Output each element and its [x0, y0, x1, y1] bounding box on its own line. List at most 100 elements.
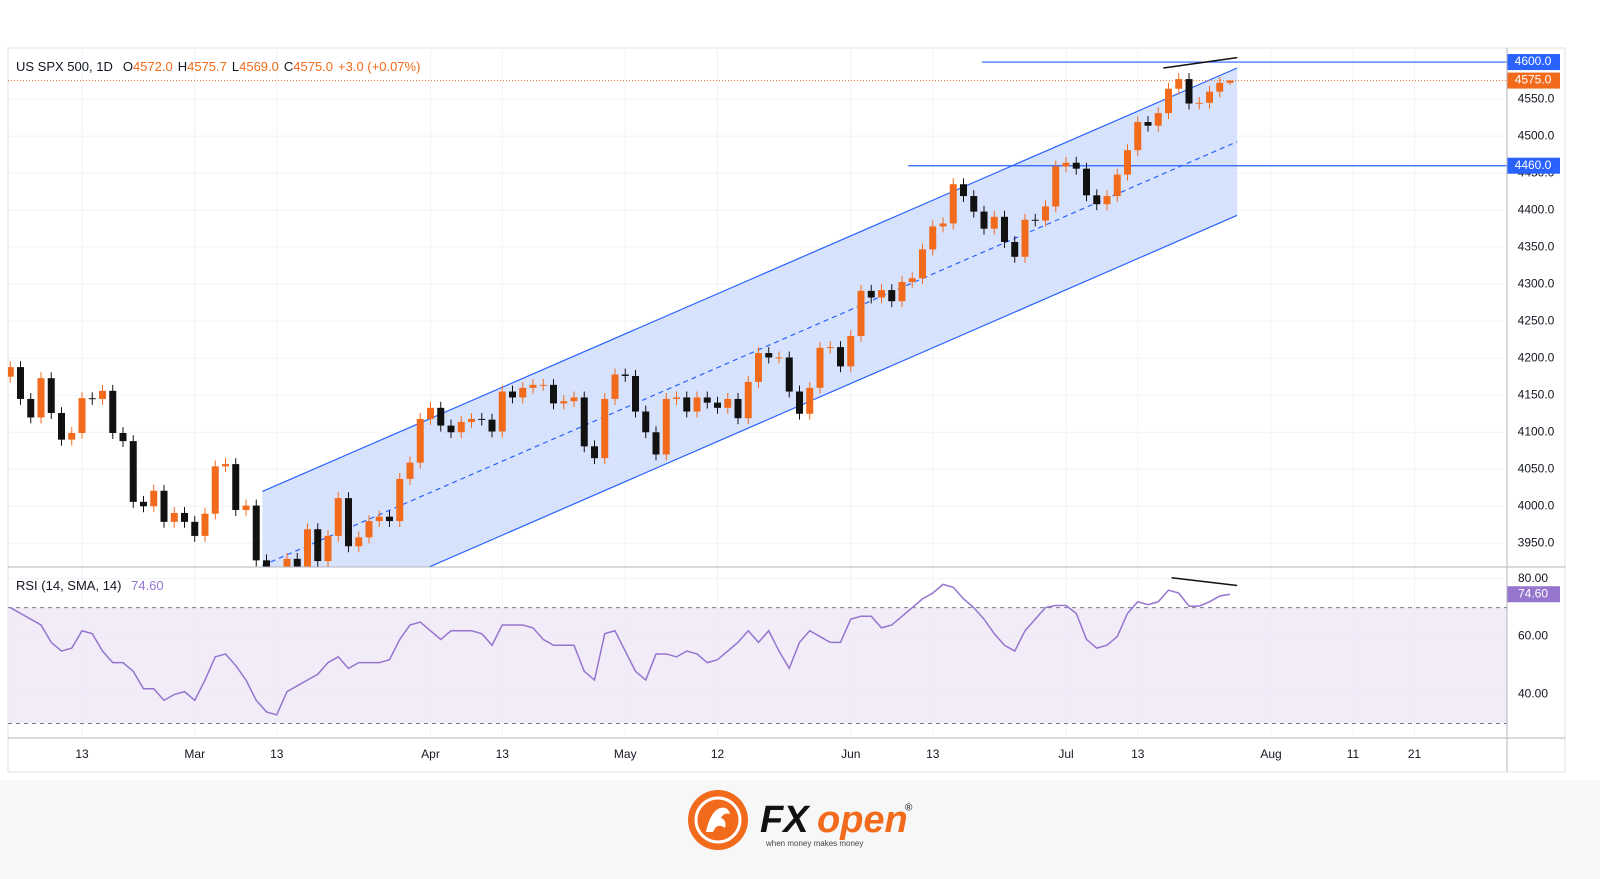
candle-body: [796, 391, 803, 414]
candle-body: [37, 378, 45, 418]
candle-body: [1021, 219, 1029, 257]
x-tick-label: Aug: [1260, 747, 1281, 761]
y-tick-label: 4000.0: [1518, 498, 1555, 512]
legend-value: 4575.7: [187, 59, 227, 74]
hline-tag-label: 4460.0: [1515, 158, 1552, 172]
rsi-line: [9, 583, 1231, 716]
candle-body: [304, 529, 311, 567]
rsi-tick-label: 40.00: [1518, 687, 1548, 701]
candle-body: [345, 498, 352, 547]
rsi-current: 74.60: [131, 578, 164, 593]
candle-body: [744, 381, 752, 419]
candle-body: [1001, 216, 1008, 242]
candle-body: [1103, 196, 1111, 205]
candle-body: [519, 387, 527, 398]
candle-body: [878, 290, 885, 298]
candle-body: [211, 466, 219, 514]
candle-body: [806, 387, 814, 414]
candle-body: [1165, 88, 1172, 114]
candle-body: [775, 357, 783, 359]
candle-body: [1052, 166, 1060, 207]
candle-body: [406, 462, 414, 479]
rsi-divergence: [1171, 576, 1238, 587]
candle-body: [437, 407, 445, 426]
candle-body: [498, 391, 506, 432]
candle-body: [222, 464, 229, 467]
candle-body: [560, 401, 568, 404]
candle-body: [232, 464, 240, 510]
candle-body: [1062, 162, 1070, 167]
candle-body: [765, 353, 773, 358]
candle-body: [591, 446, 598, 459]
price-pane: [8, 48, 1507, 567]
legend-name: US SPX 500, 1D: [16, 59, 113, 74]
candle-body: [1093, 195, 1101, 205]
candle-body: [509, 391, 516, 398]
candle-body: [693, 397, 701, 412]
candle-body: [662, 398, 670, 455]
x-tick-label: Jun: [841, 747, 860, 761]
candle-body: [478, 418, 486, 420]
candle-body: [283, 558, 291, 567]
y-tick-label: 4250.0: [1518, 313, 1555, 327]
candle-body: [703, 397, 711, 403]
last-price-tag-box: [1507, 72, 1560, 89]
legend-value: 4569.0: [239, 59, 279, 74]
candle-body: [8, 367, 14, 377]
candle-body: [529, 384, 537, 388]
candle-body: [140, 501, 147, 507]
rsi-title: RSI (14, SMA, 14) 74.60: [16, 578, 164, 593]
candle-body: [201, 513, 209, 536]
candle-body: [621, 374, 629, 376]
candle-body: [191, 521, 199, 536]
candle-body: [396, 478, 404, 522]
x-tick-label: 21: [1408, 747, 1422, 761]
candle-body: [601, 398, 609, 459]
candle-body: [375, 516, 383, 522]
candle-body: [673, 397, 680, 399]
channel-fill: [262, 67, 1238, 567]
candle-body: [785, 357, 793, 392]
hline-tag-box: [1507, 157, 1560, 174]
candle-body: [919, 249, 926, 279]
footer-band: [0, 780, 1600, 879]
candle-body: [457, 421, 465, 433]
candle-body: [816, 347, 824, 388]
legend-value: 4572.0: [133, 59, 173, 74]
candle-body: [119, 432, 127, 442]
candle-body: [88, 398, 96, 400]
candle-body: [1083, 168, 1090, 196]
candle-body: [170, 512, 178, 522]
candle-body: [416, 418, 424, 463]
candle-body: [929, 226, 937, 250]
logo-registered: ®: [905, 803, 913, 814]
channel-upper: [262, 67, 1238, 493]
candle-body: [611, 374, 619, 399]
x-tick-label: Mar: [184, 747, 205, 761]
candle-body: [468, 418, 475, 422]
candle-body: [1072, 162, 1080, 169]
axes: 4550.04500.04450.04400.04350.04300.04250…: [75, 54, 1560, 761]
candle-body: [365, 521, 373, 538]
candle-body: [99, 390, 106, 399]
channel-median: [262, 141, 1238, 567]
candle-body: [539, 384, 547, 386]
channel-lower: [427, 214, 1238, 567]
x-tick-label: 13: [926, 747, 940, 761]
rsi-band: [8, 607, 1507, 724]
candle-body: [652, 432, 660, 455]
x-tick-label: Apr: [421, 747, 440, 761]
candle-body: [1185, 79, 1193, 104]
candle-body: [17, 367, 24, 399]
x-tick-label: May: [614, 747, 637, 761]
candle-body: [58, 413, 65, 440]
candle-body: [68, 432, 76, 440]
last-price-tag-label: 4575.0: [1515, 73, 1552, 87]
candle-body: [386, 516, 393, 522]
price-divergence: [1163, 56, 1238, 69]
logo-fx: FX: [760, 799, 811, 841]
candle-body: [570, 397, 578, 402]
candle-body: [826, 347, 834, 349]
candle-body: [129, 441, 137, 502]
